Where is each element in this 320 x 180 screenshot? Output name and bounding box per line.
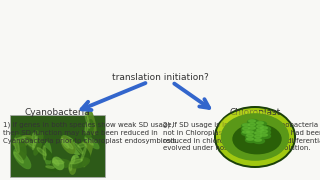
Ellipse shape bbox=[25, 140, 34, 147]
Ellipse shape bbox=[253, 138, 265, 143]
Ellipse shape bbox=[253, 135, 265, 140]
Text: 2) If SD usage is important in Cyanobacteria but
not in Chloroplast, then SD fun: 2) If SD usage is important in Cyanobact… bbox=[163, 122, 320, 151]
Ellipse shape bbox=[216, 108, 294, 166]
Ellipse shape bbox=[72, 156, 75, 164]
Ellipse shape bbox=[245, 134, 257, 139]
Ellipse shape bbox=[70, 159, 82, 164]
Ellipse shape bbox=[85, 136, 99, 149]
Ellipse shape bbox=[245, 130, 257, 136]
Ellipse shape bbox=[246, 134, 253, 137]
Ellipse shape bbox=[260, 127, 268, 129]
Ellipse shape bbox=[257, 122, 263, 124]
Text: Chloroplast: Chloroplast bbox=[229, 108, 281, 117]
Ellipse shape bbox=[25, 138, 40, 151]
Ellipse shape bbox=[249, 120, 255, 122]
Ellipse shape bbox=[61, 138, 69, 148]
Ellipse shape bbox=[33, 131, 42, 150]
Ellipse shape bbox=[14, 149, 31, 169]
Ellipse shape bbox=[242, 130, 252, 136]
Ellipse shape bbox=[218, 110, 282, 152]
Ellipse shape bbox=[255, 125, 267, 130]
Ellipse shape bbox=[249, 123, 255, 126]
Ellipse shape bbox=[61, 136, 75, 153]
Ellipse shape bbox=[255, 129, 267, 134]
Ellipse shape bbox=[43, 146, 46, 160]
Ellipse shape bbox=[242, 123, 252, 129]
Ellipse shape bbox=[46, 166, 54, 168]
Ellipse shape bbox=[14, 137, 26, 142]
Ellipse shape bbox=[69, 158, 89, 168]
Ellipse shape bbox=[85, 138, 93, 145]
Ellipse shape bbox=[83, 141, 93, 167]
Ellipse shape bbox=[85, 122, 88, 134]
Ellipse shape bbox=[246, 131, 253, 133]
Ellipse shape bbox=[214, 106, 296, 168]
Ellipse shape bbox=[243, 124, 250, 126]
Ellipse shape bbox=[15, 135, 26, 159]
Ellipse shape bbox=[81, 145, 86, 161]
Ellipse shape bbox=[247, 120, 259, 125]
Ellipse shape bbox=[247, 127, 259, 132]
Ellipse shape bbox=[52, 161, 64, 164]
Ellipse shape bbox=[71, 155, 79, 167]
Ellipse shape bbox=[260, 134, 270, 138]
Ellipse shape bbox=[246, 138, 253, 140]
Ellipse shape bbox=[243, 127, 250, 130]
Ellipse shape bbox=[255, 122, 267, 127]
Ellipse shape bbox=[260, 134, 268, 136]
Ellipse shape bbox=[260, 127, 270, 132]
Ellipse shape bbox=[86, 120, 93, 138]
Ellipse shape bbox=[221, 113, 289, 161]
Ellipse shape bbox=[257, 129, 263, 131]
Ellipse shape bbox=[37, 148, 46, 156]
Ellipse shape bbox=[44, 142, 51, 165]
Ellipse shape bbox=[74, 139, 90, 159]
Ellipse shape bbox=[52, 159, 71, 168]
FancyBboxPatch shape bbox=[10, 115, 105, 177]
Ellipse shape bbox=[260, 130, 270, 135]
Ellipse shape bbox=[253, 132, 265, 136]
Ellipse shape bbox=[69, 161, 76, 174]
Ellipse shape bbox=[53, 157, 64, 170]
Ellipse shape bbox=[14, 152, 23, 163]
Text: translation initiation?: translation initiation? bbox=[112, 73, 208, 82]
Ellipse shape bbox=[254, 132, 261, 134]
Ellipse shape bbox=[249, 127, 255, 129]
Ellipse shape bbox=[32, 133, 36, 145]
Ellipse shape bbox=[247, 123, 259, 128]
Ellipse shape bbox=[77, 142, 91, 151]
Ellipse shape bbox=[254, 139, 261, 141]
Text: Cyanobacteria: Cyanobacteria bbox=[24, 108, 90, 117]
Ellipse shape bbox=[78, 143, 86, 147]
Ellipse shape bbox=[36, 146, 52, 160]
Ellipse shape bbox=[87, 108, 96, 134]
Ellipse shape bbox=[53, 159, 59, 166]
Ellipse shape bbox=[69, 163, 72, 171]
Ellipse shape bbox=[85, 112, 90, 128]
Ellipse shape bbox=[45, 165, 59, 171]
Ellipse shape bbox=[14, 138, 19, 153]
Ellipse shape bbox=[260, 130, 268, 133]
Ellipse shape bbox=[62, 138, 73, 149]
Text: 1) If genes in both species show weak SD usage,
then SD function may have been r: 1) If genes in both species show weak SD… bbox=[3, 122, 179, 143]
Ellipse shape bbox=[34, 132, 43, 155]
Ellipse shape bbox=[33, 136, 37, 150]
Ellipse shape bbox=[243, 131, 250, 133]
Ellipse shape bbox=[257, 125, 263, 128]
Ellipse shape bbox=[242, 127, 252, 132]
Ellipse shape bbox=[62, 136, 81, 154]
Ellipse shape bbox=[73, 142, 83, 154]
Ellipse shape bbox=[254, 135, 261, 138]
Ellipse shape bbox=[13, 136, 33, 146]
Ellipse shape bbox=[232, 124, 282, 154]
Ellipse shape bbox=[245, 138, 257, 143]
